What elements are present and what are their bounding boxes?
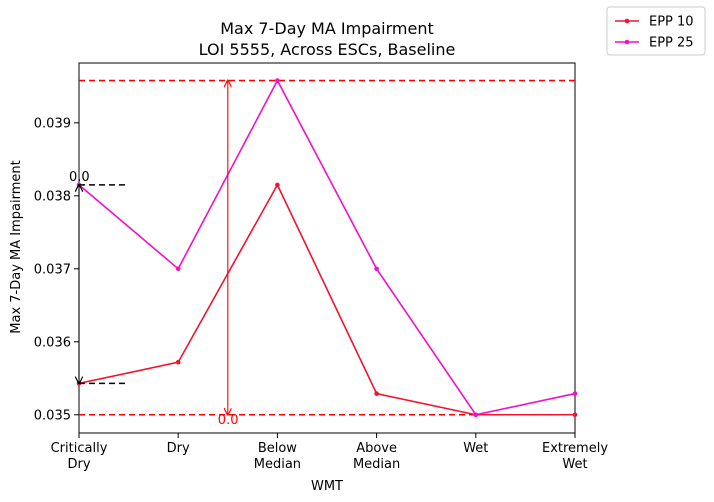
chart-title: Max 7-Day MA Impairment <box>220 19 433 38</box>
series-line-1 <box>78 183 575 416</box>
x-axis-ticks: Critically Dry Dry Below Median Above Median We… <box>51 433 608 472</box>
legend-marker <box>624 39 630 45</box>
chart-subtitle: LOI 5555, Across ESCs, Baseline <box>199 40 456 59</box>
y-tick-label: 0.037 <box>34 262 71 277</box>
series-group <box>76 78 578 418</box>
x-tick-label: Critically Dry <box>51 441 108 472</box>
x-tick-label: Below Median <box>254 441 301 472</box>
legend-marker <box>624 18 630 24</box>
legend-box <box>606 6 706 56</box>
y-tick-label: 0.038 <box>34 189 71 204</box>
y-axis-label: Max 7-Day MA Impairment <box>9 160 24 333</box>
x-axis-label: WMT <box>311 479 343 494</box>
annotations: 0.0 0.0 <box>69 81 238 428</box>
legend-label: EPP 25 <box>649 36 694 51</box>
data-point <box>275 182 280 188</box>
data-point <box>572 391 578 396</box>
range-label: 0.0 <box>69 170 90 185</box>
data-point <box>175 359 181 365</box>
x-tick-label: Extremely Wet <box>542 441 608 472</box>
data-point <box>473 412 479 418</box>
data-point <box>374 391 379 396</box>
data-point <box>374 266 379 272</box>
y-axis-ticks: 0.035 0.036 0.037 0.038 0.039 <box>34 116 79 423</box>
y-tick-label: 0.039 <box>34 116 71 131</box>
data-point <box>175 266 181 272</box>
range-label: 0.0 <box>218 413 239 428</box>
y-tick-label: 0.036 <box>34 335 71 350</box>
legend: EPP 10 EPP 25 <box>606 6 706 56</box>
x-tick-label: Wet <box>463 441 488 456</box>
data-point <box>572 412 578 418</box>
x-tick-label: Above Median <box>353 441 400 472</box>
y-tick-label: 0.035 <box>34 408 71 423</box>
data-point <box>275 78 280 83</box>
legend-label: EPP 10 <box>649 15 694 30</box>
series-line-2 <box>78 78 576 416</box>
x-tick-label: Dry <box>167 441 190 456</box>
